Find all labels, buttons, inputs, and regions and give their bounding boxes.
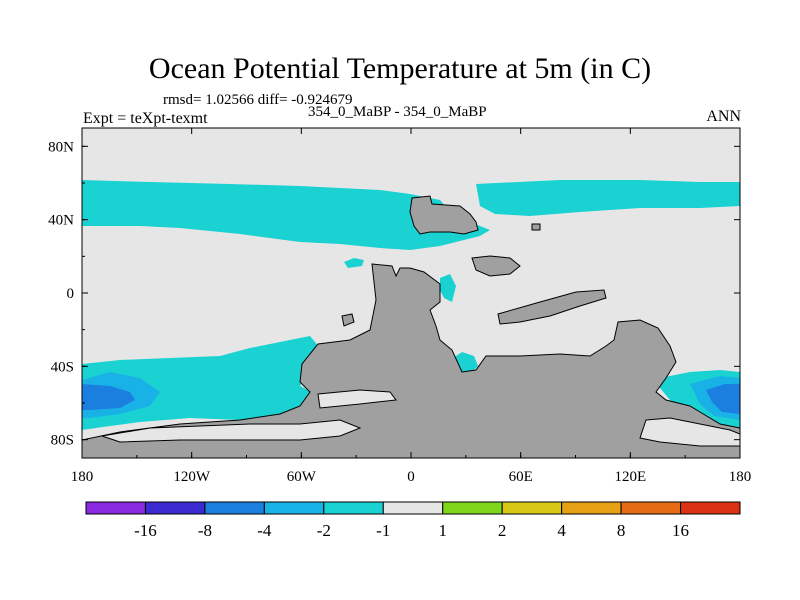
- landmass-island-small: [531, 223, 541, 231]
- landmass-island-mid: [471, 255, 521, 277]
- case-label: 354_0_MaBP - 354_0_MaBP: [308, 104, 487, 120]
- y-axis: 80N 40N 0 40S 80S: [48, 139, 740, 449]
- y-tick-label: 40S: [51, 359, 74, 375]
- colorbar-label: 16: [672, 521, 689, 540]
- chart-title: Ocean Potential Temperature at 5m (in C): [148, 52, 652, 85]
- x-axis: 180 120W 60W 0 60E 120E 180: [71, 128, 752, 485]
- colorbar-label: -8: [198, 521, 212, 540]
- x-tick-label: 60E: [509, 469, 533, 485]
- colorbar-label: -4: [257, 521, 272, 540]
- colorbar-swatch: [323, 501, 384, 515]
- colorbar-swatch: [680, 501, 741, 515]
- x-tick-label: 120W: [173, 469, 211, 485]
- anomaly-region-north-east: [476, 180, 740, 216]
- x-tick-label: 180: [729, 469, 752, 485]
- colorbar-label: 1: [438, 521, 447, 540]
- anomaly-region-strong-east: [706, 384, 740, 414]
- ocean-basin-south-west: [101, 419, 362, 443]
- colorbar-swatch: [144, 501, 206, 515]
- colorbar-swatch: [85, 501, 146, 515]
- colorbar-label: 8: [617, 521, 626, 540]
- colorbar-swatch: [263, 501, 325, 515]
- colorbar-label: -1: [376, 521, 390, 540]
- x-tick-label: 180: [71, 469, 94, 485]
- colorbar-swatch: [382, 501, 444, 515]
- landmass-north: [409, 195, 479, 235]
- y-tick-label: 80S: [51, 433, 74, 449]
- anomaly-region-atlantic: [440, 274, 456, 302]
- colorbar-label: 4: [557, 521, 566, 540]
- colorbar-swatch: [204, 501, 265, 515]
- y-tick-label: 80N: [48, 139, 74, 155]
- x-tick-label: 120E: [614, 469, 646, 485]
- colorbar-label: 2: [498, 521, 507, 540]
- x-tick-label: 0: [407, 469, 415, 485]
- landmass-main: [82, 263, 740, 458]
- colorbar-swatch: [561, 501, 622, 515]
- anomaly-region-pacific-north: [344, 258, 364, 268]
- y-tick-label: 40N: [48, 213, 74, 229]
- stats-label: rmsd= 1.02566 diff= -0.924679: [163, 92, 353, 108]
- colorbar-swatch: [501, 501, 563, 515]
- colorbar-label: -2: [317, 521, 331, 540]
- colorbar-swatch: [442, 501, 503, 515]
- anomaly-region-strong-west: [82, 384, 135, 410]
- ocean-basin-south-mid: [317, 389, 397, 409]
- x-tick-label: 60W: [287, 469, 317, 485]
- anomaly-region-north: [82, 180, 490, 250]
- landmass-island-east: [497, 289, 607, 325]
- colorbar: -16 -8 -4 -2 -1 1 2 4 8 16: [85, 501, 741, 540]
- landmass-island-west: [341, 313, 355, 327]
- y-tick-label: 0: [67, 286, 75, 302]
- experiment-label: Expt = teXpt-texmt: [83, 110, 208, 127]
- colorbar-label: -16: [134, 521, 157, 540]
- season-label: ANN: [706, 108, 741, 125]
- ocean-basin-south-east: [639, 417, 740, 447]
- colorbar-swatch: [620, 501, 682, 515]
